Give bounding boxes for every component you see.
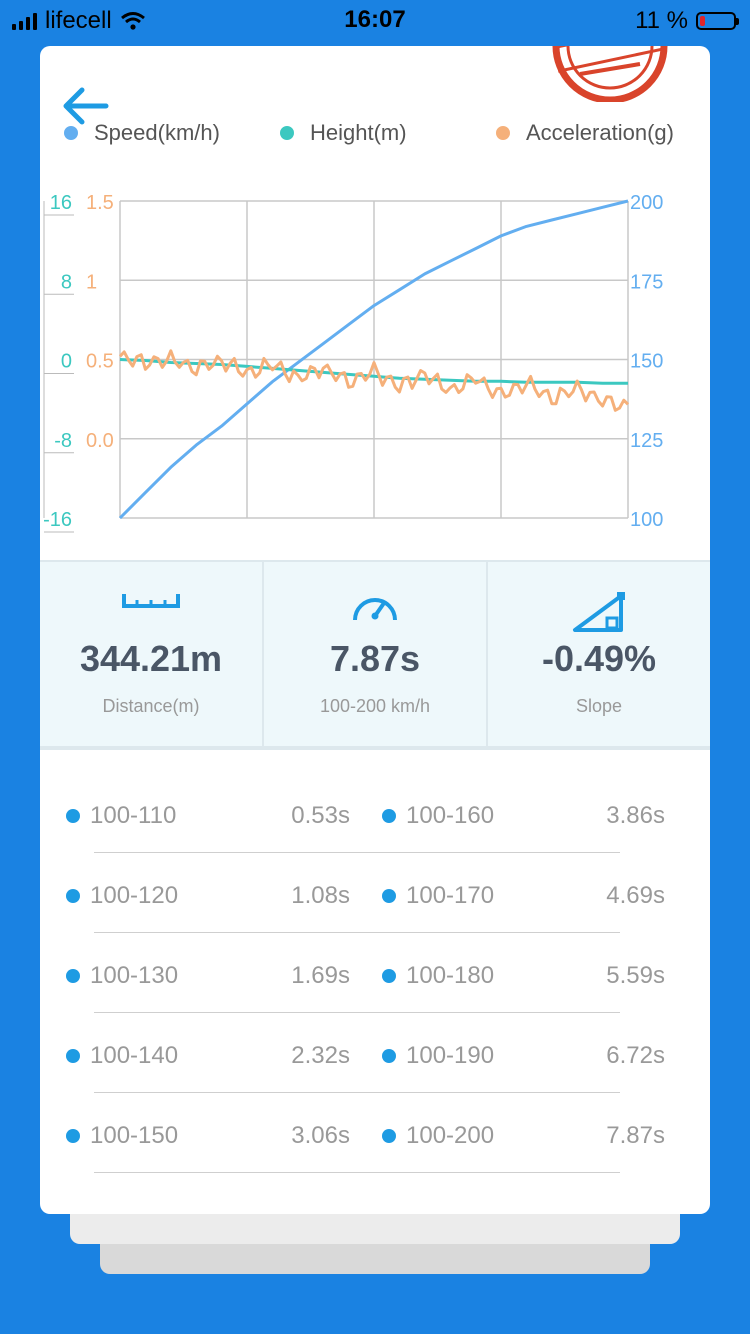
legend-item-speed: Speed(km/h) xyxy=(64,120,220,146)
table-row: 100-130 1.69s 100-180 5.59s xyxy=(40,936,710,1016)
status-time: 16:07 xyxy=(344,6,406,33)
summary-stats: 344.21m Distance(m) 7.87s 100-200 km/h xyxy=(40,560,710,750)
range-label: 100-120 xyxy=(90,882,179,909)
stat-slope-value: -0.49% xyxy=(541,638,657,679)
battery-percent: 11 % xyxy=(635,7,688,34)
speed-height-acceleration-chart: 16 8 0 -8 -16 1.5 1 0.5 0.0 200 175 150 125 100 xyxy=(43,192,663,533)
status-right: 11 % xyxy=(635,7,739,35)
stat-time: 7.87s 100-200 km/h xyxy=(262,562,486,746)
split-times-table: 100-110 0.53s 100-160 3.86s 100-120 1.08… xyxy=(40,776,710,1176)
table-row: 100-140 2.32s 100-190 6.72s xyxy=(40,1016,710,1096)
range-label: 100-130 xyxy=(90,962,179,989)
bullet-icon xyxy=(382,1129,396,1143)
speedometer-icon xyxy=(353,598,397,621)
back-arrow-icon[interactable] xyxy=(58,84,112,128)
bullet-icon xyxy=(66,1049,80,1063)
speed-axis-tick-label: 150 xyxy=(630,351,663,373)
acceleration-axis-tick-label: 1 xyxy=(86,271,97,293)
range-label: 100-180 xyxy=(406,962,495,989)
wifi-icon xyxy=(120,12,145,30)
ruler-icon xyxy=(122,594,180,608)
bullet-icon xyxy=(66,809,80,823)
height-axis-tick-label: -16 xyxy=(43,509,72,531)
stamp-icon xyxy=(552,46,668,102)
time-value: 5.59s xyxy=(606,962,665,989)
height-axis-tick-label: 8 xyxy=(61,271,72,293)
time-value: 3.06s xyxy=(291,1122,350,1149)
height-axis-tick-label: -8 xyxy=(54,430,72,452)
bullet-icon xyxy=(66,889,80,903)
acceleration-axis-tick-label: 0.5 xyxy=(86,351,114,373)
range-label: 100-150 xyxy=(90,1122,179,1149)
time-value: 1.69s xyxy=(291,962,350,989)
legend-dot-speed xyxy=(64,126,78,140)
legend-label-height: Height(m) xyxy=(310,120,407,145)
carrier-name: lifecell xyxy=(45,7,112,34)
stat-time-label: 100-200 km/h xyxy=(319,696,431,716)
range-label: 100-160 xyxy=(406,802,495,829)
speed-axis-tick-label: 100 xyxy=(630,509,663,531)
bullet-icon xyxy=(382,809,396,823)
series-line-acceleration-g xyxy=(118,349,630,412)
time-value: 3.86s xyxy=(606,802,665,829)
legend-item-acceleration: Acceleration(g) xyxy=(496,120,674,146)
signal-icon xyxy=(12,12,37,30)
time-value: 1.08s xyxy=(291,882,350,909)
stat-time-value: 7.87s xyxy=(329,638,421,679)
bullet-icon xyxy=(382,969,396,983)
time-value: 6.72s xyxy=(606,1042,665,1069)
legend-item-height: Height(m) xyxy=(280,120,407,146)
bullet-icon xyxy=(66,1129,80,1143)
status-bar: lifecell 16:07 11 % xyxy=(0,0,750,40)
chart-area: 16 8 0 -8 -16 1.5 1 0.5 0.0 200 175 150 125 100 xyxy=(40,166,710,536)
range-label: 100-140 xyxy=(90,1042,179,1069)
acceleration-axis-tick-label: 1.5 xyxy=(86,192,114,214)
legend-label-speed: Speed(km/h) xyxy=(94,120,220,145)
table-row: 100-110 0.53s 100-160 3.86s xyxy=(40,776,710,856)
chart-legend: Speed(km/h) Height(m) Acceleration(g) xyxy=(40,120,710,152)
range-label: 100-190 xyxy=(406,1042,495,1069)
speed-axis-tick-label: 125 xyxy=(630,430,663,452)
stat-distance: 344.21m Distance(m) xyxy=(40,562,262,746)
battery-icon xyxy=(696,12,739,30)
result-card: Speed(km/h) Height(m) Acceleration(g) 16… xyxy=(40,46,710,1214)
speed-axis-tick-label: 200 xyxy=(630,192,663,214)
range-label: 100-200 xyxy=(406,1122,495,1149)
stat-slope-label: Slope xyxy=(575,696,623,716)
bullet-icon xyxy=(382,1049,396,1063)
series-line-speed-km-h xyxy=(118,199,629,520)
range-label: 100-110 xyxy=(90,802,177,829)
height-axis-tick-label: 0 xyxy=(61,351,72,373)
slope-icon xyxy=(573,592,625,632)
table-row: 100-120 1.08s 100-170 4.69s xyxy=(40,856,710,936)
time-value: 2.32s xyxy=(291,1042,350,1069)
height-axis-tick-label: 16 xyxy=(50,192,72,214)
time-value: 7.87s xyxy=(606,1122,665,1149)
time-value: 0.53s xyxy=(291,802,350,829)
table-row: 100-150 3.06s 100-200 7.87s xyxy=(40,1096,710,1176)
stat-distance-label: Distance(m) xyxy=(102,696,200,716)
time-value: 4.69s xyxy=(606,882,665,909)
bullet-icon xyxy=(382,889,396,903)
status-left: lifecell xyxy=(12,7,146,35)
legend-label-acceleration: Acceleration(g) xyxy=(526,120,674,145)
legend-dot-height xyxy=(280,126,294,140)
range-label: 100-170 xyxy=(406,882,495,909)
stat-slope: -0.49% Slope xyxy=(486,562,710,746)
stat-distance-value: 344.21m xyxy=(79,638,223,679)
acceleration-axis-tick-label: 0.0 xyxy=(86,430,114,452)
bullet-icon xyxy=(66,969,80,983)
speed-axis-tick-label: 175 xyxy=(630,271,663,293)
legend-dot-acceleration xyxy=(496,126,510,140)
